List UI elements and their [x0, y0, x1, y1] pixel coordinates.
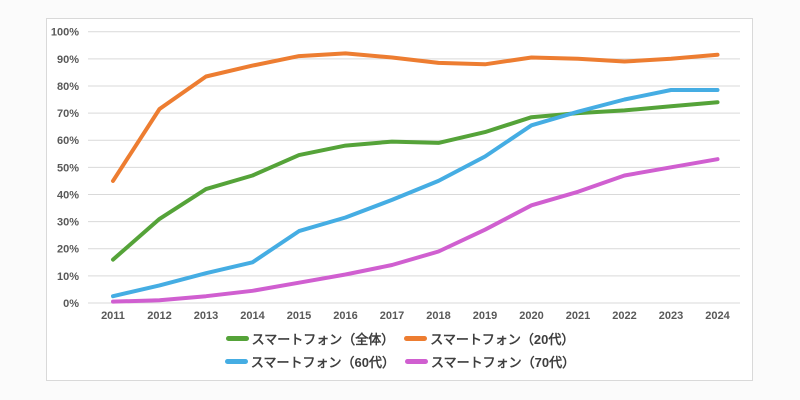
- x-axis-tick-label: 2019: [473, 310, 497, 322]
- y-axis-tick-label: 70%: [57, 108, 79, 120]
- chart-legend: スマートフォン（全体） スマートフォン（20代） スマートフォン（60代） スマ…: [0, 329, 800, 371]
- legend-label-60s: スマートフォン（60代）: [250, 355, 395, 370]
- y-axis-tick-label: 50%: [57, 162, 79, 174]
- legend-row-1: スマートフォン（全体） スマートフォン（20代）: [225, 329, 574, 348]
- x-axis-tick-label: 2011: [101, 310, 125, 322]
- x-axis-tick-label: 2022: [612, 310, 636, 322]
- y-axis-tick-label: 0%: [63, 298, 79, 310]
- x-axis-tick-label: 2018: [426, 310, 450, 322]
- legend-item-70s: スマートフォン（70代）: [405, 352, 575, 371]
- y-axis-tick-label: 60%: [57, 135, 79, 147]
- legend-label-20s: スマートフォン（20代）: [430, 332, 575, 347]
- y-axis-tick-label: 80%: [57, 81, 79, 93]
- x-axis-tick-label: 2024: [705, 310, 730, 322]
- x-axis-tick-label: 2021: [566, 310, 590, 322]
- y-axis-tick-label: 90%: [57, 54, 79, 66]
- x-axis-tick-label: 2013: [194, 310, 218, 322]
- y-axis-tick-label: 100%: [51, 27, 79, 39]
- legend-item-20s: スマートフォン（20代）: [404, 329, 574, 348]
- x-axis-tick-label: 2015: [287, 310, 311, 322]
- series-line: [111, 100, 720, 262]
- series-line: [111, 51, 720, 183]
- x-axis-tick-label: 2012: [147, 310, 171, 322]
- x-axis-tick-label: 2023: [659, 310, 683, 322]
- y-axis-tick-label: 10%: [57, 271, 79, 283]
- legend-line-marker-60s: [224, 359, 248, 364]
- x-axis-tick-label: 2016: [333, 310, 357, 322]
- x-axis-tick-label: 2017: [380, 310, 404, 322]
- legend-item-60s: スマートフォン（60代）: [224, 352, 395, 371]
- legend-label-overall: スマートフォン（全体）: [251, 332, 395, 347]
- y-axis-tick-label: 30%: [57, 217, 79, 229]
- legend-item-overall: スマートフォン（全体）: [225, 329, 395, 348]
- legend-label-70s: スマートフォン（70代）: [431, 355, 576, 370]
- y-axis-tick-label: 40%: [57, 189, 79, 201]
- series-line: [111, 88, 720, 299]
- series-line: [111, 157, 720, 304]
- x-axis-tick-label: 2014: [240, 310, 265, 322]
- legend-row-2: スマートフォン（60代） スマートフォン（70代）: [224, 352, 575, 371]
- x-axis-tick-label: 2020: [519, 310, 543, 322]
- legend-line-marker-20s: [404, 336, 428, 341]
- y-axis-tick-label: 20%: [57, 244, 79, 256]
- chart-panel: [46, 18, 753, 381]
- legend-line-marker-70s: [405, 359, 428, 364]
- legend-line-marker-overall: [225, 336, 249, 341]
